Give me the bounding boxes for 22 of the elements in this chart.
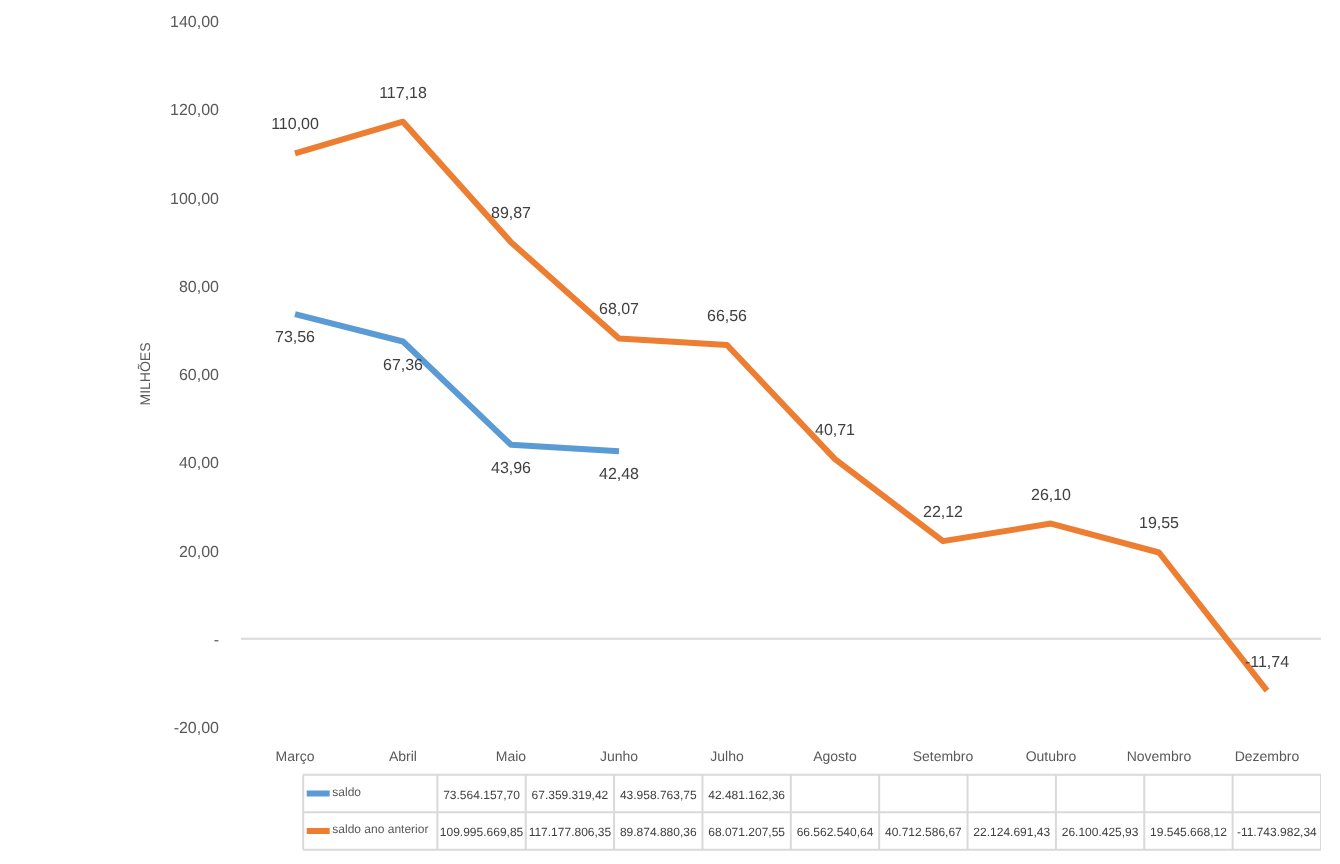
data-label: 43,96 bbox=[490, 458, 533, 477]
data-label: 22,12 bbox=[922, 503, 965, 522]
y-tick-label: 140,00 bbox=[170, 13, 221, 31]
y-tick-label: 120,00 bbox=[170, 101, 221, 120]
data-label: 73,56 bbox=[274, 328, 317, 347]
data-label: 19,55 bbox=[1138, 514, 1181, 533]
data-label: 66,56 bbox=[706, 307, 749, 326]
data-label: 40,71 bbox=[814, 421, 857, 440]
data-label: 110,00 bbox=[271, 115, 320, 134]
y-tick-label: 80,00 bbox=[178, 277, 221, 296]
y-tick-label: 20,00 bbox=[178, 542, 221, 561]
y-tick-label: 100,00 bbox=[170, 189, 221, 208]
data-label: 89,87 bbox=[490, 204, 533, 223]
data-label: 67,36 bbox=[382, 355, 425, 374]
y-tick-label: - bbox=[213, 630, 220, 649]
y-tick-label: -20,00 bbox=[173, 719, 221, 737]
data-label: 117,18 bbox=[379, 83, 428, 102]
y-tick-label: 60,00 bbox=[178, 366, 221, 384]
data-label: 68,07 bbox=[598, 300, 641, 319]
y-tick-label: 40,00 bbox=[178, 454, 221, 473]
data-label: 26,10 bbox=[1030, 485, 1073, 504]
data-label: 42,48 bbox=[598, 465, 641, 484]
